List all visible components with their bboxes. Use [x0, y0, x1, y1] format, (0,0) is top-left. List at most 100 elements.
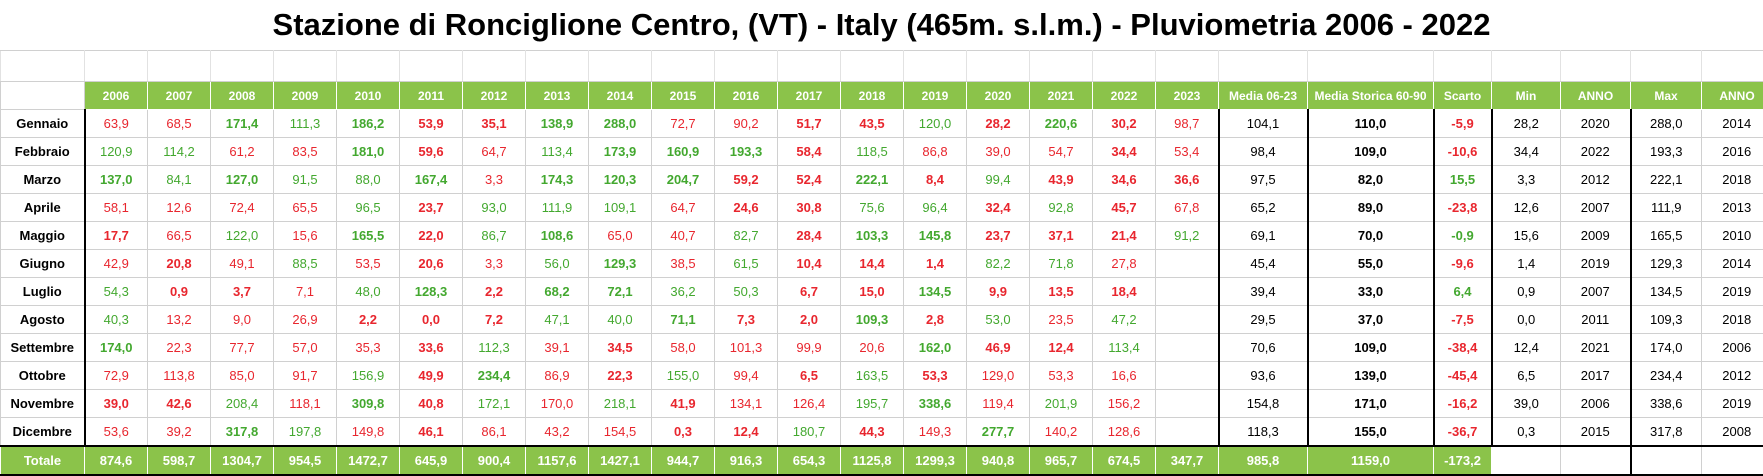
table-row: Giugno 42,9 20,8 49,1 88,5 53,5 20,6 3,3 56,0 129… [0, 249, 1763, 278]
rain-value-cell: 43,2 [525, 417, 589, 447]
rain-value-cell: 109,3 [840, 305, 904, 334]
media-storica-cell: 139,0 [1307, 361, 1435, 390]
total-value-cell: 654,3 [777, 445, 841, 476]
rain-value-cell: 128,6 [1092, 417, 1156, 447]
max-cell: 234,4 [1629, 361, 1702, 390]
spacer-cell [84, 50, 148, 82]
min-year-cell: 2020 [1560, 109, 1631, 138]
rain-value-cell [1155, 389, 1219, 418]
rain-value-cell: 3,7 [210, 277, 274, 306]
column-header: 2007 [147, 81, 211, 110]
min-cell: 0,0 [1491, 305, 1561, 334]
max-year-cell: 2014 [1701, 249, 1763, 278]
min-cell: 28,2 [1491, 109, 1561, 138]
rain-value-cell: 1,4 [903, 249, 967, 278]
media-cell: 70,6 [1217, 333, 1309, 362]
rain-value-cell: 45,7 [1092, 193, 1156, 222]
column-header: 2013 [525, 81, 589, 110]
rain-value-cell: 56,0 [525, 249, 589, 278]
spacer-cell [903, 50, 967, 82]
rain-value-cell: 23,7 [966, 221, 1030, 250]
column-header: 2017 [777, 81, 841, 110]
rain-value-cell: 43,9 [1029, 165, 1093, 194]
rain-value-cell: 2,2 [336, 305, 400, 334]
rain-value-cell: 172,1 [462, 389, 526, 418]
total-value-cell: 347,7 [1155, 445, 1219, 476]
rain-value-cell: 34,5 [588, 333, 652, 362]
rain-value-cell: 30,2 [1092, 109, 1156, 138]
rain-value-cell: 22,0 [399, 221, 463, 250]
max-cell: 193,3 [1629, 137, 1702, 166]
rain-value-cell: 170,0 [525, 389, 589, 418]
rain-value-cell: 113,4 [1092, 333, 1156, 362]
media-cell: 118,3 [1217, 417, 1309, 447]
rain-value-cell: 7,2 [462, 305, 526, 334]
rain-value-cell: 34,6 [1092, 165, 1156, 194]
rain-value-cell: 317,8 [210, 417, 274, 447]
rain-value-cell: 7,3 [714, 305, 778, 334]
table-row: Gennaio 63,9 68,5 171,4 111,3 186,2 53,9 35,1 13… [0, 109, 1763, 138]
rain-value-cell: 23,7 [399, 193, 463, 222]
rain-value-cell: 44,3 [840, 417, 904, 447]
scarto-cell: -16,2 [1433, 389, 1493, 418]
rain-value-cell: 181,0 [336, 137, 400, 166]
table-row: Agosto 40,3 13,2 9,0 26,9 2,2 0,0 7,2 47,1 40,0 71… [0, 305, 1763, 334]
media-storica-cell: 110,0 [1307, 109, 1435, 138]
rain-value-cell: 59,6 [399, 137, 463, 166]
rain-value-cell: 162,0 [903, 333, 967, 362]
rain-value-cell: 37,1 [1029, 221, 1093, 250]
rain-value-cell: 68,2 [525, 277, 589, 306]
rain-value-cell: 99,9 [777, 333, 841, 362]
rain-value-cell: 83,5 [273, 137, 337, 166]
column-header: Min [1491, 81, 1561, 110]
rain-value-cell: 99,4 [966, 165, 1030, 194]
max-year-cell: 2019 [1701, 277, 1763, 306]
rain-value-cell: 234,4 [462, 361, 526, 390]
rain-value-cell: 140,2 [1029, 417, 1093, 447]
spacer-cell [840, 50, 904, 82]
max-cell: 317,8 [1629, 417, 1702, 447]
min-year-cell: 2009 [1560, 221, 1631, 250]
max-year-cell: 2008 [1701, 417, 1763, 447]
total-value-cell: 944,7 [651, 445, 715, 476]
rain-value-cell: 98,7 [1155, 109, 1219, 138]
media-storica-cell: 37,0 [1307, 305, 1435, 334]
media-cell: 29,5 [1217, 305, 1309, 334]
min-cell: 15,6 [1491, 221, 1561, 250]
media-storica-cell: 155,0 [1307, 417, 1435, 447]
rain-value-cell: 277,7 [966, 417, 1030, 447]
rain-value-cell: 72,4 [210, 193, 274, 222]
rain-value-cell: 20,6 [399, 249, 463, 278]
rain-value-cell: 27,8 [1092, 249, 1156, 278]
spacer-cell [462, 50, 526, 82]
media-storica-cell: 109,0 [1307, 333, 1435, 362]
rain-value-cell: 113,4 [525, 137, 589, 166]
spacer-cell [336, 50, 400, 82]
spacer-cell [1630, 50, 1702, 82]
spacer-cell [1701, 50, 1763, 82]
media-storica-cell: 171,0 [1307, 389, 1435, 418]
rain-value-cell: 195,7 [840, 389, 904, 418]
min-year-cell: 2017 [1560, 361, 1631, 390]
scarto-cell: -5,9 [1433, 109, 1493, 138]
total-value-cell: 1157,6 [525, 445, 589, 476]
column-header: 2022 [1092, 81, 1156, 110]
month-label: Novembre [0, 389, 86, 418]
max-year-cell: 2016 [1701, 137, 1763, 166]
column-header: Max [1630, 81, 1702, 110]
max-year-cell: 2012 [1701, 361, 1763, 390]
table-row: Maggio 17,7 66,5 122,0 15,6 165,5 22,0 86,7 108,… [0, 221, 1763, 250]
rain-value-cell: 96,4 [903, 193, 967, 222]
rain-value-cell: 9,9 [966, 277, 1030, 306]
rain-value-cell: 127,0 [210, 165, 274, 194]
total-value-cell: 965,7 [1029, 445, 1093, 476]
total-value-cell: 874,6 [84, 445, 148, 476]
max-cell: 338,6 [1629, 389, 1702, 418]
rain-value-cell: 64,7 [462, 137, 526, 166]
rain-value-cell: 156,9 [336, 361, 400, 390]
month-label: Luglio [0, 277, 86, 306]
rain-value-cell: 35,1 [462, 109, 526, 138]
rain-value-cell: 88,5 [273, 249, 337, 278]
rain-value-cell: 58,0 [651, 333, 715, 362]
max-year-cell: 2018 [1701, 165, 1763, 194]
